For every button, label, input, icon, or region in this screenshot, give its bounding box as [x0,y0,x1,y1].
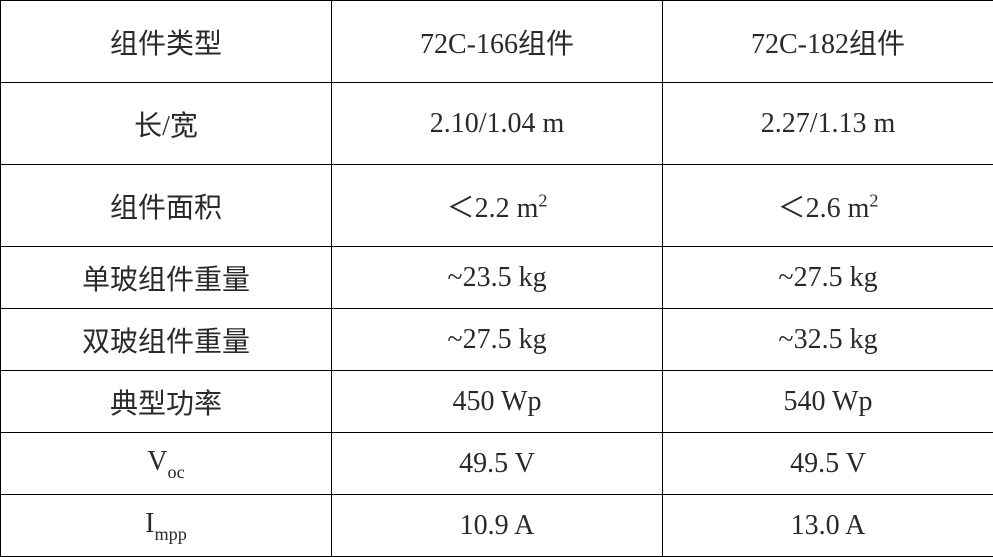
row-label: 典型功率 [1,371,332,433]
cell-col2: ~27.5 kg [663,247,993,309]
cell-col2: 72C-182组件 [663,1,993,83]
row-label: 单玻组件重量 [1,247,332,309]
row-label: 组件面积 [1,165,332,247]
cell-col1: ＜2.2 m2 [332,165,663,247]
table-row: 组件面积 ＜2.2 m2 ＜2.6 m2 [1,165,993,247]
cell-col1: ~23.5 kg [332,247,663,309]
cell-col2: 13.0 A [663,495,993,557]
table-row: Impp 10.9 A 13.0 A [1,495,993,557]
row-label: Impp [1,495,332,557]
row-label: 长/宽 [1,83,332,165]
cell-col1: 49.5 V [332,433,663,495]
cell-col2: ＜2.6 m2 [663,165,993,247]
cell-col2: ~32.5 kg [663,309,993,371]
cell-col2: 49.5 V [663,433,993,495]
row-label: 组件类型 [1,1,332,83]
cell-col1: ~27.5 kg [332,309,663,371]
table-row: 双玻组件重量 ~27.5 kg ~32.5 kg [1,309,993,371]
row-label: 双玻组件重量 [1,309,332,371]
row-label: Voc [1,433,332,495]
table-row: 组件类型 72C-166组件 72C-182组件 [1,1,993,83]
table-row: 典型功率 450 Wp 540 Wp [1,371,993,433]
cell-col1: 72C-166组件 [332,1,663,83]
cell-col1: 2.10/1.04 m [332,83,663,165]
cell-col2: 2.27/1.13 m [663,83,993,165]
table-row: Voc 49.5 V 49.5 V [1,433,993,495]
cell-col2: 540 Wp [663,371,993,433]
cell-col1: 450 Wp [332,371,663,433]
table-row: 单玻组件重量 ~23.5 kg ~27.5 kg [1,247,993,309]
cell-col1: 10.9 A [332,495,663,557]
table-row: 长/宽 2.10/1.04 m 2.27/1.13 m [1,83,993,165]
spec-table: 组件类型 72C-166组件 72C-182组件 长/宽 2.10/1.04 m… [0,0,993,557]
spec-table-body: 组件类型 72C-166组件 72C-182组件 长/宽 2.10/1.04 m… [1,1,993,557]
